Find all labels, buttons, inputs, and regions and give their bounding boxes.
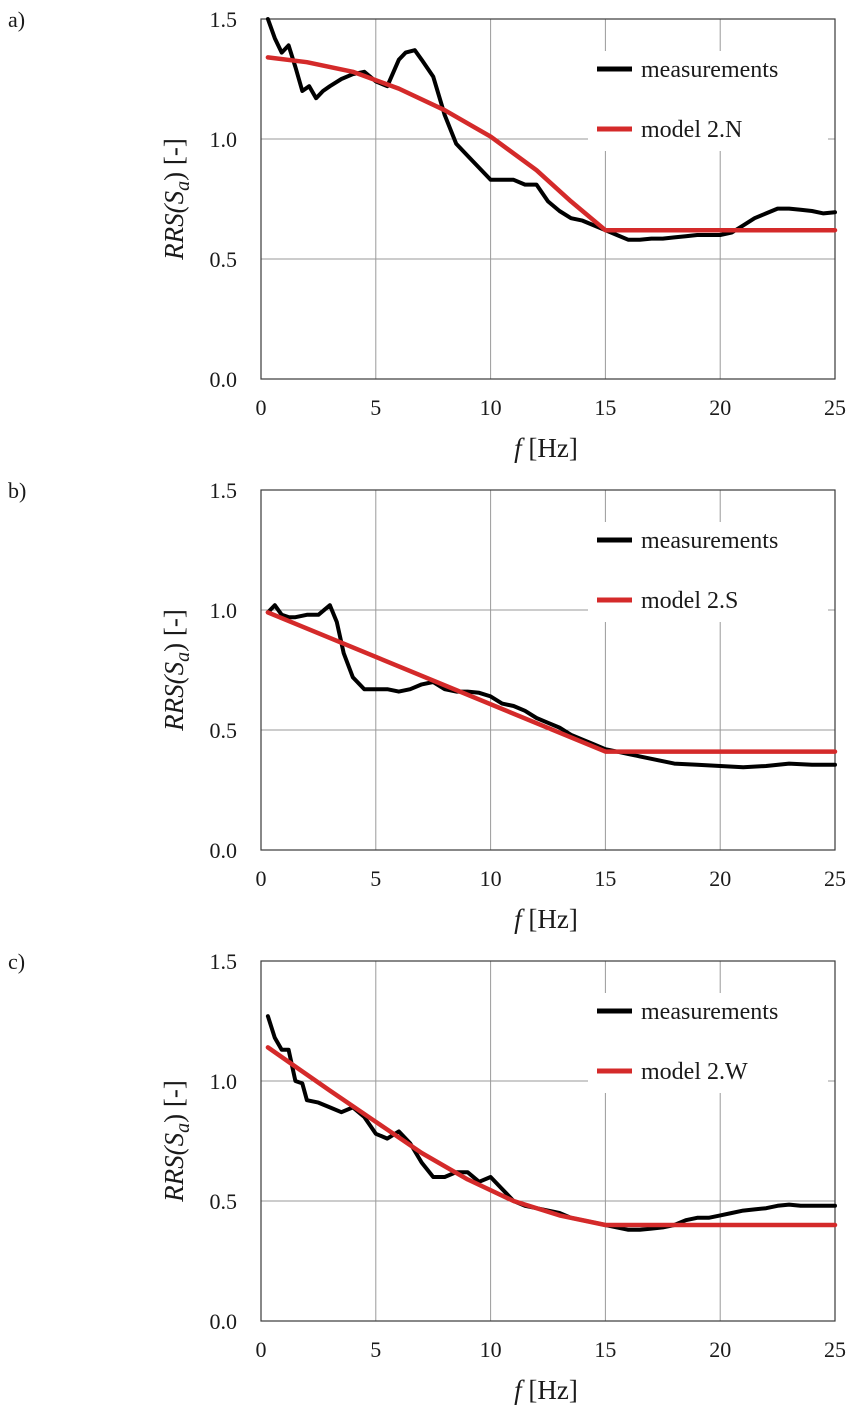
x-axis-label: f [Hz] <box>514 1375 578 1405</box>
chart-panel-3: 0 5 10 15 20 25 0.0 0.5 1.0 1.5 f [Hz] RRS(Sa) [-] c… <box>8 949 846 1405</box>
x-axis-unit: [Hz] <box>522 1375 578 1405</box>
series-line-measurements <box>265 17 837 242</box>
y-axis-label-suffix: ) [-] <box>159 138 189 181</box>
y-tick-label: 1.0 <box>210 1069 238 1094</box>
x-tick-label: 5 <box>370 395 381 420</box>
y-axis-label-main: RRS(S <box>159 190 189 260</box>
x-tick-label: 0 <box>256 395 267 420</box>
x-axis-label: f [Hz] <box>514 433 578 463</box>
x-axis-unit: [Hz] <box>522 904 578 934</box>
y-tick-label: 1.0 <box>210 127 238 152</box>
x-axis-label: f [Hz] <box>514 904 578 934</box>
legend-label: measurements <box>641 999 778 1025</box>
panel-label: a) <box>8 7 25 32</box>
y-axis-label: RRS(Sa) [-] <box>159 1080 194 1203</box>
legend-label: model 2.N <box>641 117 742 143</box>
legend-label: model 2.W <box>641 1059 748 1085</box>
x-tick-label: 5 <box>370 866 381 891</box>
series-line-model-2-n <box>265 55 838 233</box>
series-line-model-2-s <box>265 610 838 754</box>
y-tick-label: 0.5 <box>210 718 238 743</box>
x-tick-label: 0 <box>256 866 267 891</box>
y-axis-label: RRS(Sa) [-] <box>159 609 194 732</box>
y-axis-label-suffix: ) [-] <box>159 1080 189 1123</box>
x-tick-label: 10 <box>480 395 502 420</box>
y-tick-label: 1.5 <box>210 478 238 503</box>
x-tick-label: 25 <box>824 395 846 420</box>
x-axis-variable: f <box>514 433 525 463</box>
plot-frame <box>260 18 836 380</box>
y-tick-label: 1.5 <box>210 7 238 32</box>
x-tick-label: 15 <box>594 395 616 420</box>
x-tick-label: 25 <box>824 1337 846 1362</box>
plot-frame <box>260 960 836 1322</box>
x-tick-label: 15 <box>594 866 616 891</box>
chart-panel-2: 0 5 10 15 20 25 0.0 0.5 1.0 1.5 f [Hz] RRS(Sa) [-] b… <box>8 478 846 934</box>
y-tick-label: 0.0 <box>210 367 238 392</box>
y-tick-label: 1.5 <box>210 949 238 974</box>
plot-frame <box>260 489 836 851</box>
x-tick-label: 10 <box>480 866 502 891</box>
y-axis-label-subscript: a <box>172 1123 194 1133</box>
y-axis-label: RRS(Sa) [-] <box>159 138 194 261</box>
y-axis-label-main: RRS(S <box>159 661 189 731</box>
series-line-measurements <box>265 603 837 770</box>
panel-label: b) <box>8 478 26 503</box>
x-tick-label: 20 <box>709 1337 731 1362</box>
y-tick-label: 0.0 <box>210 1309 238 1334</box>
y-axis-label-main: RRS(S <box>159 1132 189 1202</box>
x-tick-label: 15 <box>594 1337 616 1362</box>
y-tick-label: 1.0 <box>210 598 238 623</box>
x-axis-variable: f <box>514 1375 525 1405</box>
x-tick-label: 5 <box>370 1337 381 1362</box>
x-tick-label: 25 <box>824 866 846 891</box>
panel-label: c) <box>8 949 25 974</box>
y-tick-label: 0.0 <box>210 838 238 863</box>
chart-panel-1: 0 5 10 15 20 250.00.51.01.5f [Hz]RRS(Sa) [-]a… <box>8 7 846 463</box>
legend-label: measurements <box>641 57 778 83</box>
x-tick-label: 0 <box>256 1337 267 1362</box>
x-tick-label: 20 <box>709 395 731 420</box>
x-axis-variable: f <box>514 904 525 934</box>
x-axis-unit: [Hz] <box>522 433 578 463</box>
y-tick-label: 0.5 <box>210 247 238 272</box>
y-axis-label-subscript: a <box>172 181 194 191</box>
x-tick-label: 20 <box>709 866 731 891</box>
y-axis-label-subscript: a <box>172 652 194 662</box>
x-tick-label: 10 <box>480 1337 502 1362</box>
series-line-model-2-w <box>265 1045 838 1228</box>
legend-label: measurements <box>641 528 778 554</box>
y-axis-label-suffix: ) [-] <box>159 609 189 652</box>
legend-label: model 2.S <box>641 588 738 614</box>
y-tick-label: 0.5 <box>210 1189 238 1214</box>
